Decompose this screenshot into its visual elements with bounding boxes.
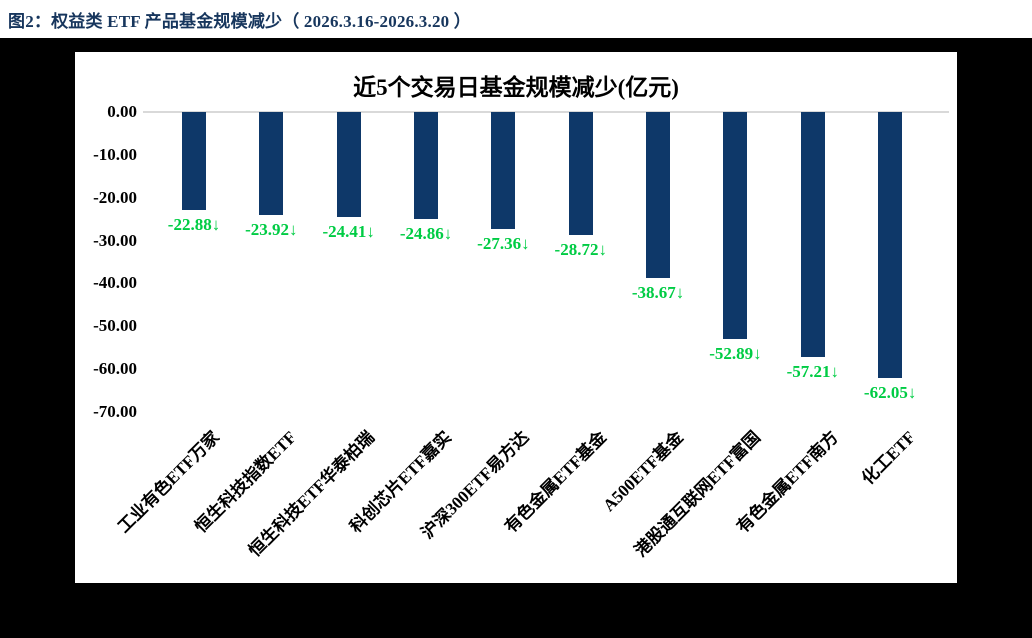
bar xyxy=(182,112,206,211)
y-axis-tick-label: -30.00 xyxy=(93,230,137,250)
figure-title: 图2：权益类 ETF 产品基金规模减少（ 2026.3.16-2026.3.20… xyxy=(8,12,471,31)
bar xyxy=(259,112,284,215)
y-axis-tick-label: 0.00 xyxy=(107,102,137,121)
y-axis-tick-label: -20.00 xyxy=(93,187,137,207)
bar-value-label: -24.41↓ xyxy=(322,221,375,241)
bar-value-label: -23.92↓ xyxy=(245,219,298,239)
zero-baseline xyxy=(143,111,949,113)
bar xyxy=(646,112,671,278)
bar-value-label: -28.72↓ xyxy=(554,240,607,260)
y-axis-tick-label: -60.00 xyxy=(93,359,137,379)
bar-value-label: -52.89↓ xyxy=(709,343,762,363)
y-axis-tick-label: -10.00 xyxy=(93,144,137,164)
chart-title: 近5个交易日基金规模减少(亿元) xyxy=(353,75,679,100)
bar xyxy=(878,112,903,378)
y-axis-tick-label: -50.00 xyxy=(93,316,137,336)
bar xyxy=(568,112,593,236)
y-axis-tick-label: -40.00 xyxy=(93,273,137,293)
figure-header-strip: 图2：权益类 ETF 产品基金规模减少（ 2026.3.16-2026.3.20… xyxy=(0,0,1032,38)
chart-card: 近5个交易日基金规模减少(亿元) 0.00 -10.00 -20.00 -30.00 -… xyxy=(75,52,957,583)
bar-value-label: -57.21↓ xyxy=(786,362,839,382)
bar-value-label: -24.86↓ xyxy=(399,223,453,243)
bar xyxy=(723,112,748,339)
bar-value-label: -22.88↓ xyxy=(167,215,221,235)
bar-value-label: -27.36↓ xyxy=(477,234,530,254)
bar xyxy=(336,112,361,217)
category-label: 化工ETF xyxy=(858,427,920,489)
bar xyxy=(491,112,516,230)
y-axis-tick-label: -70.00 xyxy=(93,402,137,421)
bar xyxy=(800,112,825,358)
bar-value-label: -62.05↓ xyxy=(863,382,917,402)
bar xyxy=(414,112,439,219)
bar-value-label: -38.67↓ xyxy=(631,282,685,302)
